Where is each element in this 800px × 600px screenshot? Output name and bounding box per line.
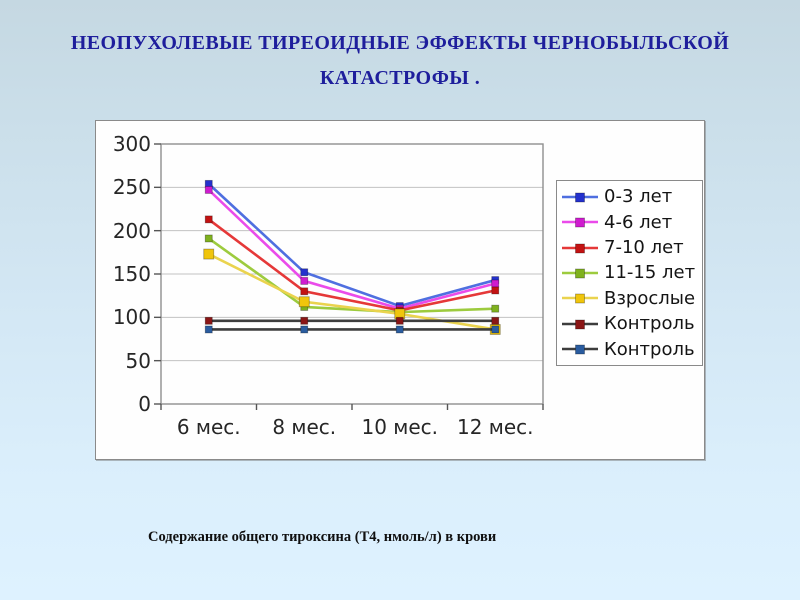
series-marker <box>491 279 500 288</box>
legend-label: 7-10 лет <box>604 237 684 259</box>
y-axis-label: 100 <box>112 305 151 330</box>
series-marker <box>300 325 309 334</box>
legend-label: 4-6 лет <box>604 211 673 233</box>
series-marker <box>395 325 404 334</box>
series-marker <box>491 325 500 334</box>
series-marker <box>204 215 213 224</box>
chart-panel: 0-3 лет 4-6 лет 7-10 лет 11-15 лет Взрослые К… <box>95 120 705 460</box>
series-marker <box>204 186 213 194</box>
chart-caption: Содержание общего тироксина (Т4, нмоль/л… <box>148 480 618 600</box>
series-marker <box>491 304 500 313</box>
legend-swatch-icon <box>562 243 598 253</box>
series-marker <box>300 287 309 296</box>
series-line <box>207 182 496 308</box>
legend-label: Взрослые <box>604 287 696 309</box>
legend-label: Контроль <box>604 338 695 360</box>
legend-swatch-icon <box>562 319 598 330</box>
y-axis-label: 300 <box>112 132 151 156</box>
line-chart <box>154 143 544 410</box>
series-marker <box>203 248 215 260</box>
legend-item: 7-10 лет <box>561 237 698 258</box>
x-axis-label: 6 мес. <box>176 415 241 439</box>
caption-line2: пострадавших в течение первого года посл… <box>148 595 618 600</box>
legend-label: 11-15 лет <box>604 262 696 284</box>
legend-swatch-icon <box>562 344 598 355</box>
slide-title-line2: КАТАСТРОФЫ . <box>319 67 481 89</box>
series-marker <box>300 316 309 325</box>
legend-item: 0-3 лет <box>561 186 698 207</box>
legend-swatch-icon <box>562 217 598 228</box>
series-marker <box>395 316 404 325</box>
legend-label: 0-3 лет <box>604 186 673 208</box>
legend-item: 11-15 лет <box>561 262 698 283</box>
y-axis-label: 50 <box>125 348 151 373</box>
legend-swatch-icon <box>562 192 598 203</box>
series-marker <box>491 286 500 295</box>
slide-title-line1: НЕОПУХОЛЕВЫЕ ТИРЕОИДНЫЕ ЭФФЕКТЫ ЧЕРНОБЫЛ… <box>70 32 730 54</box>
series-marker <box>204 325 213 334</box>
series-line <box>207 218 496 312</box>
x-axis-label: 12 мес. <box>456 415 534 439</box>
series-marker <box>204 234 213 243</box>
y-axis-label: 150 <box>112 262 151 286</box>
x-axis-label: 8 мес. <box>272 415 337 439</box>
legend-swatch-icon <box>562 293 598 304</box>
y-axis-label: 0 <box>138 392 151 416</box>
legend-label: Контроль <box>604 313 695 335</box>
caption-line1: Содержание общего тироксина (Т4, нмоль/л… <box>148 529 497 545</box>
series-marker <box>300 277 309 285</box>
series-marker <box>491 316 500 325</box>
legend-item: 4-6 лет <box>561 212 698 233</box>
series-marker <box>204 316 213 325</box>
x-axis-label: 10 мес. <box>361 415 439 439</box>
chart-legend: 0-3 лет 4-6 лет 7-10 лет 11-15 лет Взрослые К… <box>556 180 703 366</box>
series-line <box>207 237 496 314</box>
legend-item: Контроль <box>561 313 698 334</box>
legend-swatch-icon <box>562 268 598 279</box>
series-line <box>207 188 496 311</box>
series-marker <box>298 296 310 308</box>
y-axis-label: 200 <box>112 218 151 243</box>
legend-item: Контроль <box>561 339 698 360</box>
slide-title: НЕОПУХОЛЕВЫЕ ТИРЕОИДНЫЕ ЭФФЕКТЫ ЧЕРНОБЫЛ… <box>40 26 760 96</box>
y-axis-label: 250 <box>112 175 151 200</box>
series-marker <box>300 268 309 277</box>
legend-item: Взрослые <box>561 288 698 309</box>
